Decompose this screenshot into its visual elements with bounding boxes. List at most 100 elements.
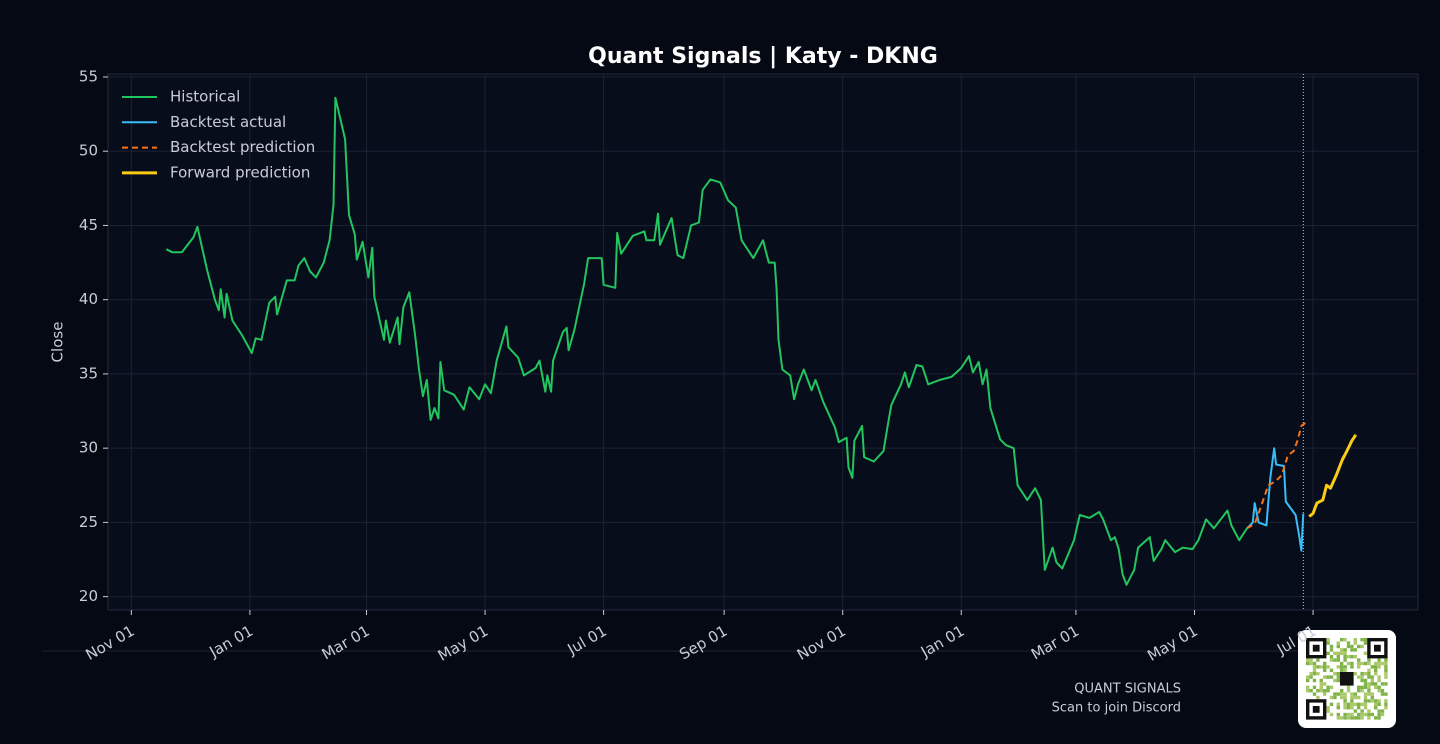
qr-cell xyxy=(1367,685,1371,689)
qr-cell xyxy=(1346,644,1351,649)
qr-cell xyxy=(1363,682,1368,686)
qr-cell xyxy=(1357,702,1361,706)
qr-cell xyxy=(1370,692,1374,696)
qr-cell xyxy=(1353,648,1357,652)
qr-cell xyxy=(1340,668,1344,672)
qr-cell xyxy=(1343,655,1347,659)
qr-cell xyxy=(1333,651,1337,655)
qr-cell xyxy=(1336,665,1340,669)
qr-cell xyxy=(1350,712,1354,717)
qr-cell xyxy=(1360,702,1364,706)
qr-cell xyxy=(1319,665,1323,669)
qr-cell xyxy=(1360,672,1364,676)
qr-cell xyxy=(1384,675,1388,679)
qr-code xyxy=(1298,630,1396,728)
qr-cell xyxy=(1306,661,1310,666)
qr-cell xyxy=(1360,712,1364,717)
qr-cell xyxy=(1323,661,1327,666)
qr-cell xyxy=(1377,661,1381,666)
qr-cell xyxy=(1357,712,1361,717)
qr-cell xyxy=(1346,712,1351,717)
qr-cell xyxy=(1309,658,1313,662)
qr-cell xyxy=(1350,692,1354,696)
qr-cell xyxy=(1350,648,1354,652)
qr-cell xyxy=(1319,678,1323,683)
qr-cell xyxy=(1380,682,1385,686)
qr-cell xyxy=(1316,695,1320,700)
qr-cell xyxy=(1329,658,1334,662)
qr-cell xyxy=(1346,655,1351,659)
qr-cell xyxy=(1336,678,1340,683)
qr-cell xyxy=(1312,692,1317,696)
qr-cell xyxy=(1353,672,1357,676)
legend-label: Backtest actual xyxy=(170,113,286,131)
qr-cell xyxy=(1353,716,1357,720)
legend-label: Backtest prediction xyxy=(170,138,315,156)
qr-cell xyxy=(1350,695,1354,700)
qr-cell xyxy=(1363,651,1368,655)
qr-cell xyxy=(1384,682,1388,686)
qr-cell xyxy=(1377,702,1381,706)
qr-cell xyxy=(1380,692,1385,696)
qr-cell xyxy=(1340,638,1344,642)
qr-cell xyxy=(1319,689,1323,693)
qr-cell xyxy=(1350,644,1354,649)
qr-cell xyxy=(1343,692,1347,696)
qr-cell xyxy=(1367,699,1371,703)
y-tick-label: 40 xyxy=(79,290,98,308)
qr-cell xyxy=(1384,661,1388,666)
qr-cell xyxy=(1384,658,1388,662)
qr-cell xyxy=(1343,668,1347,672)
qr-cell xyxy=(1363,692,1368,696)
qr-cell xyxy=(1340,651,1344,655)
qr-cell xyxy=(1363,661,1368,666)
qr-cell xyxy=(1312,685,1317,689)
qr-cell xyxy=(1312,665,1317,669)
qr-cell xyxy=(1370,699,1374,703)
qr-cell xyxy=(1374,716,1378,720)
qr-cell xyxy=(1360,685,1364,689)
qr-cell xyxy=(1343,699,1347,703)
qr-cell xyxy=(1326,706,1330,710)
qr-cell xyxy=(1316,658,1320,662)
series-line xyxy=(1246,422,1306,530)
qr-cell xyxy=(1346,685,1351,689)
qr-cell xyxy=(1377,709,1381,713)
chart-title: Quant Signals | Katy - DKNG xyxy=(588,44,938,69)
qr-cell xyxy=(1370,665,1374,669)
qr-cell xyxy=(1306,685,1310,689)
qr-cell xyxy=(1377,685,1381,689)
qr-cell xyxy=(1367,668,1371,672)
qr-cell xyxy=(1353,695,1357,700)
qr-cell xyxy=(1329,712,1334,717)
qr-cell xyxy=(1357,644,1361,649)
qr-cell xyxy=(1360,675,1364,679)
qr-cell xyxy=(1336,672,1340,676)
qr-cell xyxy=(1343,706,1347,710)
qr-cell xyxy=(1309,675,1313,679)
qr-cell xyxy=(1329,648,1334,652)
qr-cell xyxy=(1333,692,1337,696)
qr-cell xyxy=(1377,699,1381,703)
qr-cell xyxy=(1357,685,1361,689)
qr-cell xyxy=(1384,699,1388,703)
qr-cell xyxy=(1377,712,1381,717)
y-axis-label: Close xyxy=(49,322,67,363)
qr-cell xyxy=(1370,712,1374,717)
qr-cell xyxy=(1374,685,1378,689)
qr-cell xyxy=(1363,638,1368,642)
qr-cell xyxy=(1346,716,1351,720)
qr-cell xyxy=(1326,709,1330,713)
series-line xyxy=(165,96,1248,586)
qr-cell xyxy=(1336,716,1340,720)
qr-cell xyxy=(1306,675,1310,679)
qr-cell xyxy=(1384,702,1388,706)
qr-cell xyxy=(1333,658,1337,662)
qr-cell xyxy=(1336,702,1340,706)
qr-cell xyxy=(1336,692,1340,696)
qr-cell xyxy=(1367,682,1371,686)
qr-cell xyxy=(1370,675,1374,679)
qr-cell xyxy=(1340,661,1344,666)
qr-cell xyxy=(1333,695,1337,700)
qr-cell xyxy=(1374,706,1378,710)
